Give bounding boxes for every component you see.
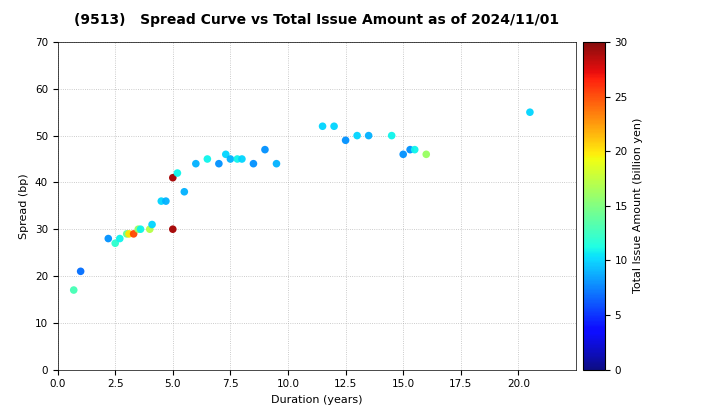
- Point: [351, 132, 363, 139]
- Point: [102, 235, 114, 242]
- Y-axis label: Spread (bp): Spread (bp): [19, 173, 30, 239]
- Text: (9513)   Spread Curve vs Total Issue Amount as of 2024/11/01: (9513) Spread Curve vs Total Issue Amoun…: [74, 13, 559, 26]
- Point: [121, 231, 132, 237]
- Point: [146, 221, 158, 228]
- Point: [248, 160, 259, 167]
- Point: [128, 231, 140, 237]
- Point: [232, 156, 243, 163]
- Point: [202, 156, 213, 163]
- Point: [167, 174, 179, 181]
- Point: [236, 156, 248, 163]
- Point: [405, 146, 416, 153]
- Point: [109, 240, 121, 247]
- Point: [123, 231, 135, 237]
- Point: [68, 287, 79, 294]
- Point: [340, 137, 351, 144]
- Point: [317, 123, 328, 130]
- Point: [179, 189, 190, 195]
- Point: [135, 226, 146, 233]
- Point: [171, 170, 183, 176]
- Point: [156, 198, 167, 205]
- Point: [190, 160, 202, 167]
- Point: [409, 146, 420, 153]
- Point: [397, 151, 409, 158]
- Point: [160, 198, 171, 205]
- Point: [132, 226, 144, 233]
- Point: [328, 123, 340, 130]
- Point: [75, 268, 86, 275]
- Point: [524, 109, 536, 116]
- Point: [144, 226, 156, 233]
- Point: [213, 160, 225, 167]
- Point: [114, 235, 125, 242]
- X-axis label: Duration (years): Duration (years): [271, 395, 363, 405]
- Point: [271, 160, 282, 167]
- Point: [420, 151, 432, 158]
- Point: [167, 226, 179, 233]
- Y-axis label: Total Issue Amount (billion yen): Total Issue Amount (billion yen): [634, 118, 644, 294]
- Point: [220, 151, 232, 158]
- Point: [225, 156, 236, 163]
- Point: [386, 132, 397, 139]
- Point: [363, 132, 374, 139]
- Point: [259, 146, 271, 153]
